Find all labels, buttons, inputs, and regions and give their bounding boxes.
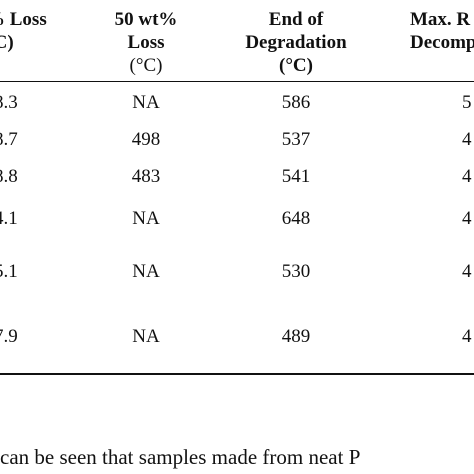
row-3-col-2: 483: [131, 166, 161, 187]
header-rule: [0, 81, 474, 82]
row-3-col-4: 4: [462, 166, 472, 187]
row-1-col-3: 586: [281, 92, 311, 113]
header-col-1: % Loss °C): [0, 8, 58, 54]
row-4-col-1: 4.1: [0, 208, 18, 229]
row-2-col-4: 4: [462, 129, 472, 150]
body-paragraph: can be seen that samples made from neat …: [0, 445, 361, 469]
table-bottom-rule: [0, 373, 474, 375]
header-col-4-line-1: Max. R: [410, 9, 471, 30]
row-5-col-4: 4: [462, 261, 472, 282]
row-5-col-3: 530: [281, 261, 311, 282]
header-col-4: Max. R Decomp: [410, 8, 474, 54]
header-col-1-line-1: % Loss: [0, 9, 47, 30]
header-col-3-line-1: End of: [268, 9, 324, 30]
header-col-2-line-1: 50 wt%: [114, 9, 178, 30]
row-1-col-2: NA: [132, 92, 160, 113]
row-6-col-4: 4: [462, 326, 472, 347]
row-1-col-1: 8.3: [0, 92, 18, 113]
row-4-col-2: NA: [132, 208, 160, 229]
row-2-col-3: 537: [281, 129, 311, 150]
row-6-col-2: NA: [132, 326, 160, 347]
row-2-col-1: 8.7: [0, 129, 18, 150]
row-4-col-3: 648: [281, 208, 311, 229]
row-4-col-4: 4: [462, 208, 472, 229]
row-3-col-1: 8.8: [0, 166, 18, 187]
header-col-2-line-3: (°C): [129, 55, 163, 76]
header-col-2: 50 wt% Loss (°C): [96, 8, 196, 77]
row-1-col-4: 5: [462, 92, 472, 113]
header-col-2-line-2: Loss: [127, 32, 165, 53]
header-col-1-line-2: °C): [0, 32, 14, 53]
row-3-col-3: 541: [281, 166, 311, 187]
header-col-4-line-2: Decomp: [410, 32, 474, 53]
row-5-col-1: 5.1: [0, 261, 18, 282]
header-col-3-line-2: Degradation: [245, 32, 347, 53]
row-5-col-2: NA: [132, 261, 160, 282]
row-6-col-1: 7.9: [0, 326, 18, 347]
row-6-col-3: 489: [281, 326, 311, 347]
header-col-3: End of Degradation (°C): [226, 8, 366, 77]
row-2-col-2: 498: [131, 129, 161, 150]
header-col-3-line-3: (°C): [279, 55, 313, 76]
